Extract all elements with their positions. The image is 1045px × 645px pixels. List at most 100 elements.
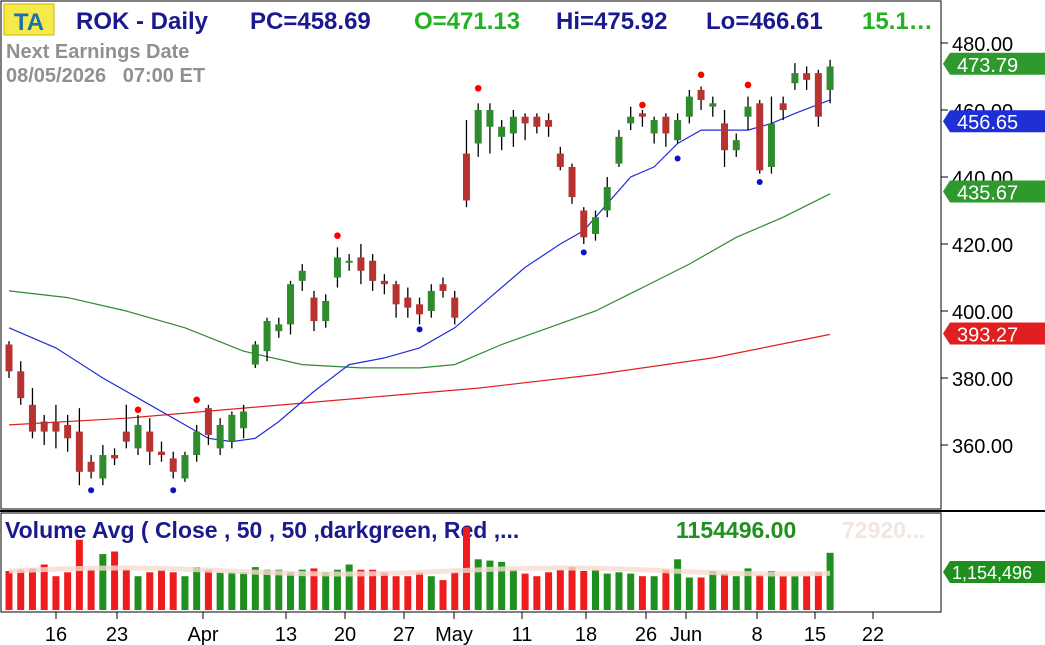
candle: [462, 120, 470, 208]
volume-bar: [333, 569, 341, 610]
candle: [568, 163, 576, 204]
high-marker: [193, 396, 200, 404]
x-tick-label: 11: [512, 624, 533, 645]
volume-bar: [779, 576, 787, 610]
candle-body: [40, 421, 48, 432]
volume-tag: 1,154,496: [943, 561, 1045, 583]
volume-bar: [814, 572, 822, 610]
candle-body: [509, 116, 517, 134]
candle-body: [146, 431, 154, 452]
candle-body: [627, 116, 635, 124]
x-tick-label: 15: [804, 624, 826, 645]
low-value: Lo=466.61: [706, 8, 823, 35]
candle-body: [556, 153, 564, 167]
candle: [779, 96, 787, 121]
candle-body: [451, 297, 459, 318]
y-tick-label: 420.00: [952, 235, 1013, 257]
volume-bar: [345, 564, 353, 610]
candle-body: [310, 297, 318, 322]
high-marker: [639, 101, 646, 109]
candle: [52, 404, 60, 449]
high-marker: [334, 232, 341, 239]
candle-body: [721, 123, 729, 151]
candle-body: [99, 455, 107, 479]
previous-close: PC=458.69: [250, 8, 371, 35]
high-value: Hi=475.92: [556, 8, 667, 35]
low-marker: [580, 249, 587, 256]
candle-body: [5, 344, 13, 372]
candle-body: [615, 136, 623, 164]
candle-body: [533, 116, 541, 127]
candle: [486, 103, 494, 154]
volume-bar: [556, 569, 564, 610]
candle: [814, 69, 822, 127]
volume-bar: [439, 580, 447, 610]
volume-average-line: [8, 565, 831, 577]
candle-body: [181, 455, 189, 479]
candle: [427, 284, 435, 318]
x-tick-label: 18: [575, 624, 597, 645]
volume-faded-value: 72920...: [842, 517, 925, 543]
candle: [662, 113, 670, 147]
candle: [674, 113, 682, 144]
candle-body: [263, 321, 271, 352]
candle-body: [697, 89, 705, 100]
candle-body: [439, 284, 447, 291]
price-tag: 393.27: [943, 322, 1045, 347]
candle-body: [28, 404, 36, 432]
candle-body: [650, 120, 658, 134]
candle-body: [826, 66, 834, 90]
candle-body: [779, 103, 787, 110]
candle: [228, 411, 236, 449]
volume-bar: [404, 576, 412, 610]
candle-body: [791, 73, 799, 84]
volume-bar: [322, 572, 330, 610]
candle-body: [568, 166, 576, 198]
logo-text: TA: [14, 9, 44, 36]
volume-bar: [228, 572, 236, 610]
candle: [721, 110, 729, 167]
candle: [263, 317, 271, 362]
candle-body: [767, 123, 775, 167]
volume-bar: [685, 577, 693, 610]
candle: [357, 244, 365, 285]
candle: [333, 247, 341, 288]
volume-bar: [263, 569, 271, 610]
volume-bar: [17, 569, 25, 610]
candle-body: [603, 187, 611, 211]
volume-bar: [75, 539, 83, 610]
low-marker: [88, 487, 95, 494]
volume-bar: [380, 572, 388, 610]
candle: [451, 290, 459, 325]
candle-body: [756, 103, 764, 171]
volume-bar: [28, 568, 36, 610]
earnings-label: Next Earnings Date: [6, 41, 189, 63]
volume-bar: [240, 572, 248, 610]
volume-bar: [287, 572, 295, 610]
price-tag-label: 456.65: [957, 112, 1018, 134]
candle-body: [193, 431, 201, 456]
price-tag-bg: [943, 322, 1045, 345]
candle: [697, 86, 705, 110]
candle: [638, 110, 646, 127]
volume-bar: [416, 572, 424, 610]
candle-body: [322, 300, 330, 322]
volume-bar: [662, 569, 670, 610]
candle: [345, 254, 353, 271]
candle: [75, 408, 83, 486]
candle-body: [369, 260, 377, 281]
candle: [627, 106, 635, 131]
price-tag: 435.67: [943, 180, 1045, 205]
candle: [474, 103, 482, 157]
price-panel-border: [0, 0, 942, 510]
candle: [791, 63, 799, 90]
volume-bar: [99, 554, 107, 610]
volume-bar: [427, 576, 435, 610]
candle-body: [17, 371, 25, 399]
candle-body: [169, 458, 177, 472]
logo-badge[interactable]: [3, 3, 55, 36]
candle: [650, 116, 658, 144]
volume-bar: [521, 573, 529, 610]
x-tick-label: Jun: [670, 624, 702, 645]
